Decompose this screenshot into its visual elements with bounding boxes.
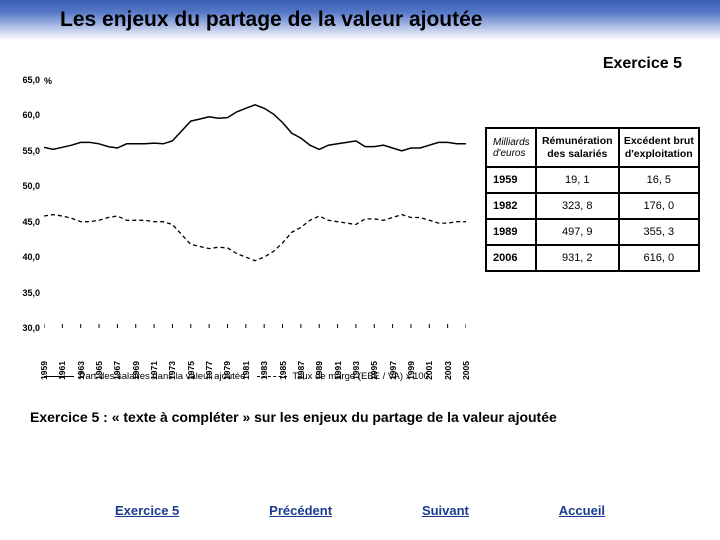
legend-item-salaires: Part des salaires dans la valeur ajoutée (44, 371, 245, 382)
cell-year: 1989 (486, 219, 536, 245)
y-tick-label: 50,0 (12, 181, 40, 191)
col-excedent: Excédent brut d'exploitation (619, 128, 699, 167)
nav-bar: Exercice 5 Précédent Suivant Accueil (0, 503, 720, 518)
chart-legend: Part des salaires dans la valeur ajoutée… (44, 371, 475, 382)
y-tick-label: 45,0 (12, 217, 40, 227)
legend-label-salaires: Part des salaires dans la valeur ajoutée (79, 371, 245, 382)
line-chart: % 30,035,040,045,050,055,060,065,0 19591… (10, 72, 475, 382)
cell-year: 2006 (486, 245, 536, 271)
cell-excedent: 355, 3 (619, 219, 699, 245)
legend-line-dashed-icon (257, 376, 287, 377)
unit-header: Milliards d'euros (486, 128, 536, 167)
table-row: 1982323, 8176, 0 (486, 193, 699, 219)
nav-suivant[interactable]: Suivant (422, 503, 469, 518)
series-salaires (44, 105, 466, 151)
exercise-description: Exercice 5 : « texte à compléter » sur l… (30, 408, 680, 427)
chart-svg (44, 80, 466, 328)
table-row: 195919, 116, 5 (486, 167, 699, 193)
cell-excedent: 176, 0 (619, 193, 699, 219)
cell-remuneration: 19, 1 (536, 167, 619, 193)
cell-year: 1982 (486, 193, 536, 219)
slide-header: Les enjeux du partage de la valeur ajout… (0, 0, 720, 40)
table-row: 2006931, 2616, 0 (486, 245, 699, 271)
series-taux_marge (44, 215, 466, 261)
legend-label-taux: Taux de marge (EBE / VA) x 100 (292, 371, 429, 382)
cell-remuneration: 497, 9 (536, 219, 619, 245)
data-table-area: Milliards d'euros Rémunération des salar… (475, 72, 700, 382)
cell-excedent: 616, 0 (619, 245, 699, 271)
y-tick-label: 60,0 (12, 110, 40, 120)
exercice-top-label: Exercice 5 (603, 55, 682, 73)
y-tick-label: 55,0 (12, 146, 40, 156)
table-header-row: Milliards d'euros Rémunération des salar… (486, 128, 699, 167)
content-row: % 30,035,040,045,050,055,060,065,0 19591… (10, 72, 700, 382)
cell-remuneration: 323, 8 (536, 193, 619, 219)
table-row: 1989497, 9355, 3 (486, 219, 699, 245)
page-title: Les enjeux du partage de la valeur ajout… (60, 8, 482, 32)
col-remuneration: Rémunération des salariés (536, 128, 619, 167)
y-tick-label: 30,0 (12, 323, 40, 333)
legend-item-taux: Taux de marge (EBE / VA) x 100 (257, 371, 429, 382)
y-tick-label: 40,0 (12, 252, 40, 262)
cell-year: 1959 (486, 167, 536, 193)
nav-accueil[interactable]: Accueil (559, 503, 605, 518)
y-tick-label: 35,0 (12, 288, 40, 298)
cell-excedent: 16, 5 (619, 167, 699, 193)
nav-exercice[interactable]: Exercice 5 (115, 503, 179, 518)
data-table: Milliards d'euros Rémunération des salar… (485, 127, 700, 272)
nav-precedent[interactable]: Précédent (269, 503, 332, 518)
chart-plot (44, 80, 466, 328)
y-tick-label: 65,0 (12, 75, 40, 85)
cell-remuneration: 931, 2 (536, 245, 619, 271)
legend-line-solid-icon (44, 376, 74, 377)
